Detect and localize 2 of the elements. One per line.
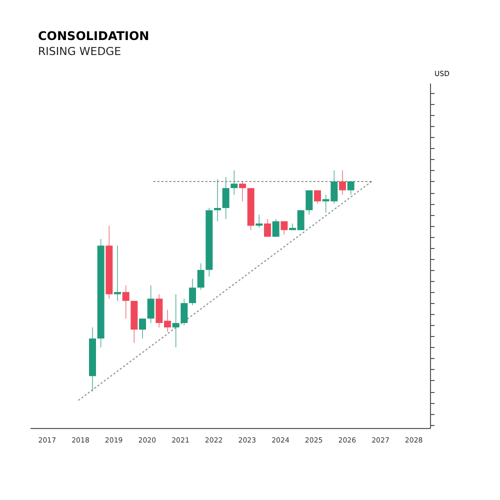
chart-subtitle: RISING WEDGE [38, 45, 122, 58]
chart-title: CONSOLIDATION [38, 29, 150, 43]
